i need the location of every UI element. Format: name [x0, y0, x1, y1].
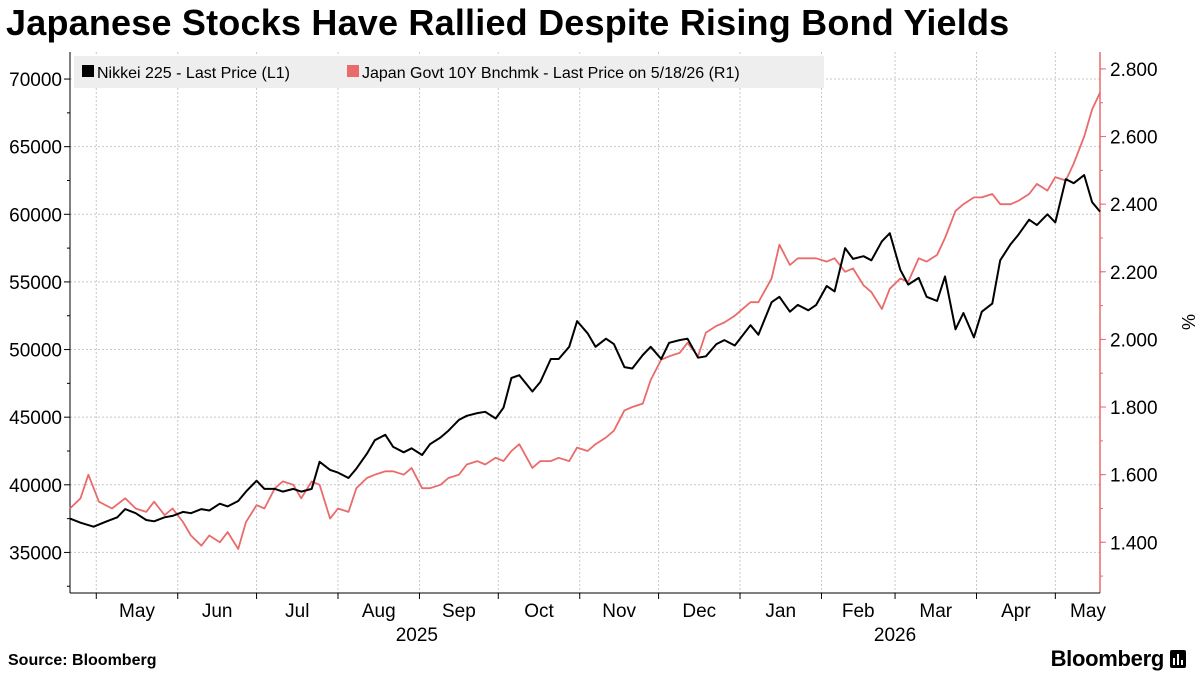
- left-axis-tick-label: 70000: [9, 70, 62, 91]
- x-axis-month-label: May: [1070, 601, 1106, 622]
- right-axis-tick-label: 1.600: [1110, 466, 1158, 487]
- series-layer: [69, 92, 1101, 550]
- x-axis-month-label: May: [119, 601, 155, 622]
- x-axis-month-label: Dec: [682, 601, 716, 622]
- brand-wordmark: Bloomberg: [1050, 646, 1165, 671]
- right-axis-tick-label: 1.800: [1110, 398, 1158, 419]
- left-axis-tick-label: 60000: [9, 205, 62, 226]
- chart-title: Japanese Stocks Have Rallied Despite Ris…: [6, 2, 1010, 43]
- right-axis-unit: %: [1178, 314, 1198, 330]
- bloomberg-logo: Bloomberg: [1051, 646, 1186, 672]
- right-axis-tick-label: 2.400: [1110, 195, 1158, 216]
- right-axis-tick-label: 2.200: [1110, 263, 1158, 284]
- bloomberg-terminal-icon: [1170, 650, 1186, 668]
- axes: 35000 40000 45000 50000 55000 60000 65000 70000…: [9, 52, 1198, 646]
- x-axis-month-label: Apr: [1001, 601, 1031, 622]
- right-axis-tick-label: 2.600: [1110, 128, 1158, 149]
- x-axis-month-label: Oct: [524, 601, 554, 622]
- x-axis-month-label: Nov: [602, 601, 636, 622]
- left-axis-tick-label: 55000: [9, 273, 62, 294]
- x-axis-month-label: Feb: [842, 601, 875, 622]
- right-axis-tick-label: 2.800: [1110, 60, 1158, 81]
- legend-label-nikkei: Nikkei 225 - Last Price (L1): [97, 65, 290, 82]
- x-axis-year-label: 2025: [396, 625, 438, 646]
- legend-label-jgb: Japan Govt 10Y Bnchmk - Last Price on 5/…: [362, 65, 740, 82]
- right-axis-tick-label: 2.000: [1110, 330, 1158, 351]
- left-axis-tick-label: 65000: [9, 138, 62, 159]
- left-axis-tick-label: 35000: [9, 543, 62, 564]
- x-axis-month-label: Jan: [765, 601, 796, 622]
- legend-background: [74, 56, 824, 88]
- legend: Nikkei 225 - Last Price (L1) Japan Govt 1…: [74, 56, 824, 88]
- jgb-10y-series-line: [69, 92, 1101, 550]
- left-axis-tick-label: 40000: [9, 476, 62, 497]
- legend-swatch-jgb: [347, 65, 359, 77]
- x-axis-month-label: Sep: [442, 601, 476, 622]
- x-axis-month-label: Aug: [362, 601, 396, 622]
- gridlines: [70, 52, 1100, 593]
- left-axis-tick-label: 50000: [9, 341, 62, 362]
- x-axis-month-label: Jun: [202, 601, 233, 622]
- source-note: Source: Bloomberg: [8, 652, 157, 669]
- nikkei-series-line: [69, 174, 1101, 528]
- x-axis-month-label: Mar: [919, 601, 952, 622]
- x-axis-month-label: Jul: [285, 601, 309, 622]
- left-axis-tick-label: 45000: [9, 408, 62, 429]
- legend-swatch-nikkei: [82, 65, 94, 77]
- x-axis-year-label: 2026: [874, 625, 916, 646]
- right-axis-tick-label: 1.400: [1110, 533, 1158, 554]
